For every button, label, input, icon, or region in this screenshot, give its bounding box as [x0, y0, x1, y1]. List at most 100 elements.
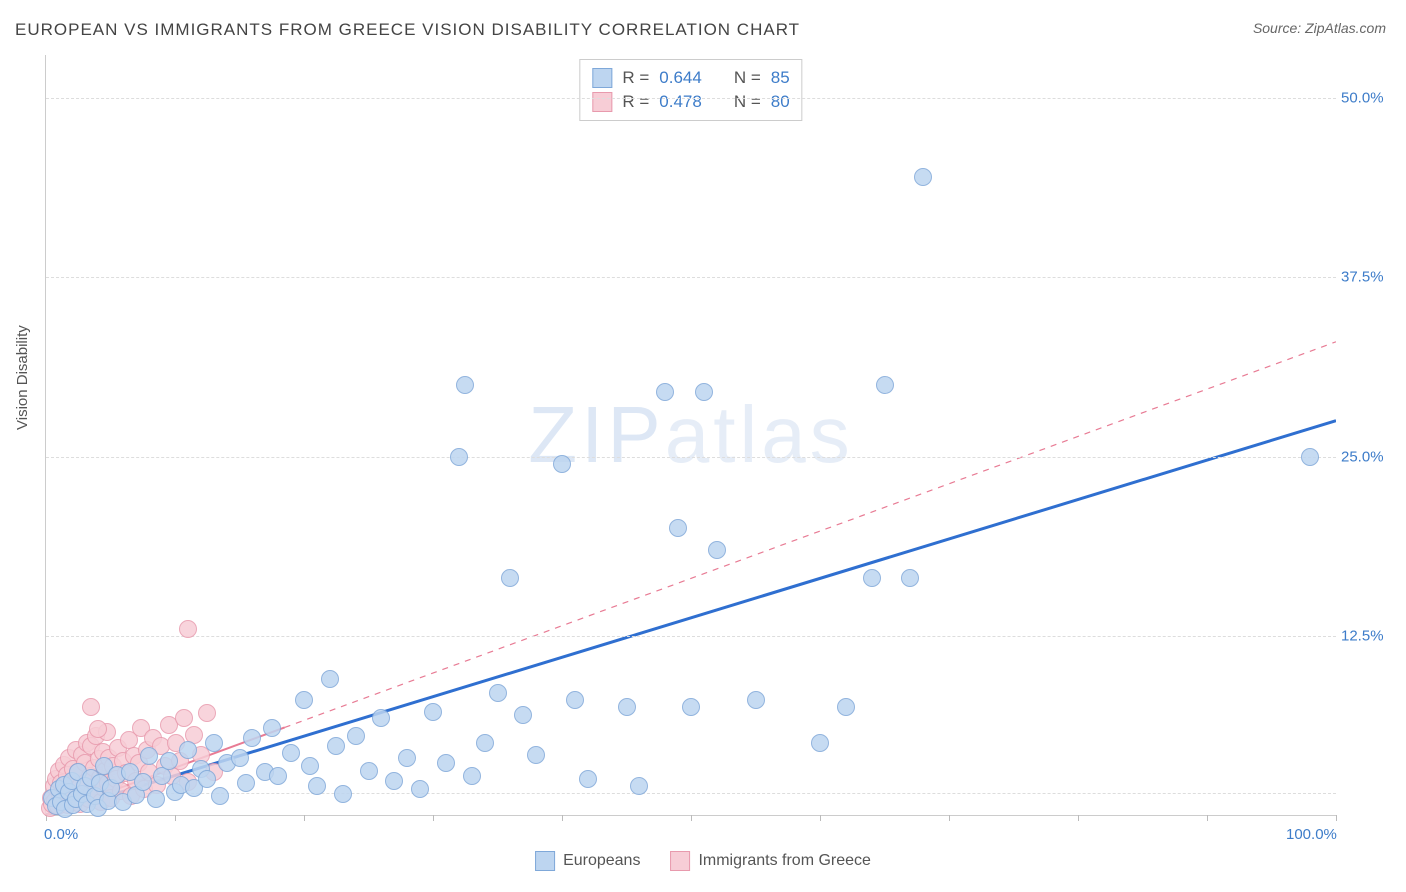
scatter-point [295, 691, 313, 709]
scatter-point [463, 767, 481, 785]
scatter-point [514, 706, 532, 724]
x-tick [304, 815, 305, 821]
scatter-point [263, 719, 281, 737]
scatter-point [476, 734, 494, 752]
scatter-point [198, 770, 216, 788]
scatter-point [837, 698, 855, 716]
y-tick-label: 50.0% [1341, 90, 1396, 107]
legend-label: Immigrants from Greece [698, 852, 870, 870]
scatter-point [501, 569, 519, 587]
scatter-point [134, 773, 152, 791]
scatter-point [669, 519, 687, 537]
gridline [46, 793, 1336, 794]
scatter-point [914, 168, 932, 186]
scatter-point [811, 734, 829, 752]
watermark-bold: ZIP [528, 390, 664, 479]
scatter-point [566, 691, 584, 709]
scatter-point [437, 754, 455, 772]
scatter-point [579, 770, 597, 788]
stats-swatch [592, 68, 612, 88]
scatter-point [211, 787, 229, 805]
r-value: 0.644 [659, 68, 702, 88]
scatter-point [198, 704, 216, 722]
scatter-point [282, 744, 300, 762]
y-tick-label: 25.0% [1341, 448, 1396, 465]
scatter-point [411, 780, 429, 798]
chart-title: EUROPEAN VS IMMIGRANTS FROM GREECE VISIO… [15, 20, 800, 40]
scatter-point [398, 749, 416, 767]
legend-label: Europeans [563, 852, 640, 870]
scatter-point [456, 376, 474, 394]
stats-row: R = 0.644 N = 85 [592, 66, 789, 90]
scatter-point [747, 691, 765, 709]
scatter-point [153, 767, 171, 785]
n-value: 85 [771, 68, 790, 88]
gridline [46, 98, 1336, 99]
scatter-point [863, 569, 881, 587]
gridline [46, 457, 1336, 458]
scatter-point [160, 752, 178, 770]
scatter-point [360, 762, 378, 780]
scatter-point [301, 757, 319, 775]
x-tick [562, 815, 563, 821]
scatter-point [489, 684, 507, 702]
scatter-point [372, 709, 390, 727]
gridline [46, 277, 1336, 278]
stats-swatch [592, 92, 612, 112]
scatter-point [901, 569, 919, 587]
source-name: ZipAtlas.com [1305, 20, 1386, 36]
scatter-point [527, 746, 545, 764]
scatter-point [237, 774, 255, 792]
scatter-point [424, 703, 442, 721]
n-label: N = [734, 92, 761, 112]
scatter-point [656, 383, 674, 401]
scatter-point [708, 541, 726, 559]
y-axis-label: Vision Disability [14, 325, 31, 430]
scatter-point [82, 698, 100, 716]
legend-item: Immigrants from Greece [670, 851, 870, 871]
legend-swatch [535, 851, 555, 871]
scatter-point [1301, 448, 1319, 466]
legend-swatch [670, 851, 690, 871]
x-tick [175, 815, 176, 821]
scatter-point [269, 767, 287, 785]
scatter-point [89, 720, 107, 738]
scatter-point [327, 737, 345, 755]
scatter-point [553, 455, 571, 473]
x-tick [1336, 815, 1337, 821]
scatter-point [179, 620, 197, 638]
scatter-point [179, 741, 197, 759]
scatter-point [334, 785, 352, 803]
x-tick [1207, 815, 1208, 821]
chart-source: Source: ZipAtlas.com [1253, 20, 1386, 36]
scatter-point [205, 734, 223, 752]
source-label: Source: [1253, 20, 1305, 36]
x-tick [433, 815, 434, 821]
scatter-point [450, 448, 468, 466]
r-value: 0.478 [659, 92, 702, 112]
y-tick-label: 12.5% [1341, 627, 1396, 644]
bottom-legend: Europeans Immigrants from Greece [535, 851, 871, 871]
gridline [46, 636, 1336, 637]
y-tick-label: 37.5% [1341, 269, 1396, 286]
scatter-point [147, 790, 165, 808]
scatter-point [347, 727, 365, 745]
trend-line-dashed [285, 342, 1336, 728]
scatter-point [695, 383, 713, 401]
scatter-point [385, 772, 403, 790]
legend-item: Europeans [535, 851, 640, 871]
r-label: R = [622, 68, 649, 88]
x-tick [691, 815, 692, 821]
scatter-point [630, 777, 648, 795]
n-label: N = [734, 68, 761, 88]
r-label: R = [622, 92, 649, 112]
scatter-point [231, 749, 249, 767]
chart-plot-area: ZIPatlas R =0.644N =85R =0.478N =80 12.5… [45, 55, 1336, 816]
watermark-light: atlas [665, 390, 854, 479]
scatter-point [140, 747, 158, 765]
x-tick [820, 815, 821, 821]
scatter-point [876, 376, 894, 394]
stats-row: R =0.478N =80 [592, 90, 789, 114]
scatter-point [321, 670, 339, 688]
scatter-point [618, 698, 636, 716]
